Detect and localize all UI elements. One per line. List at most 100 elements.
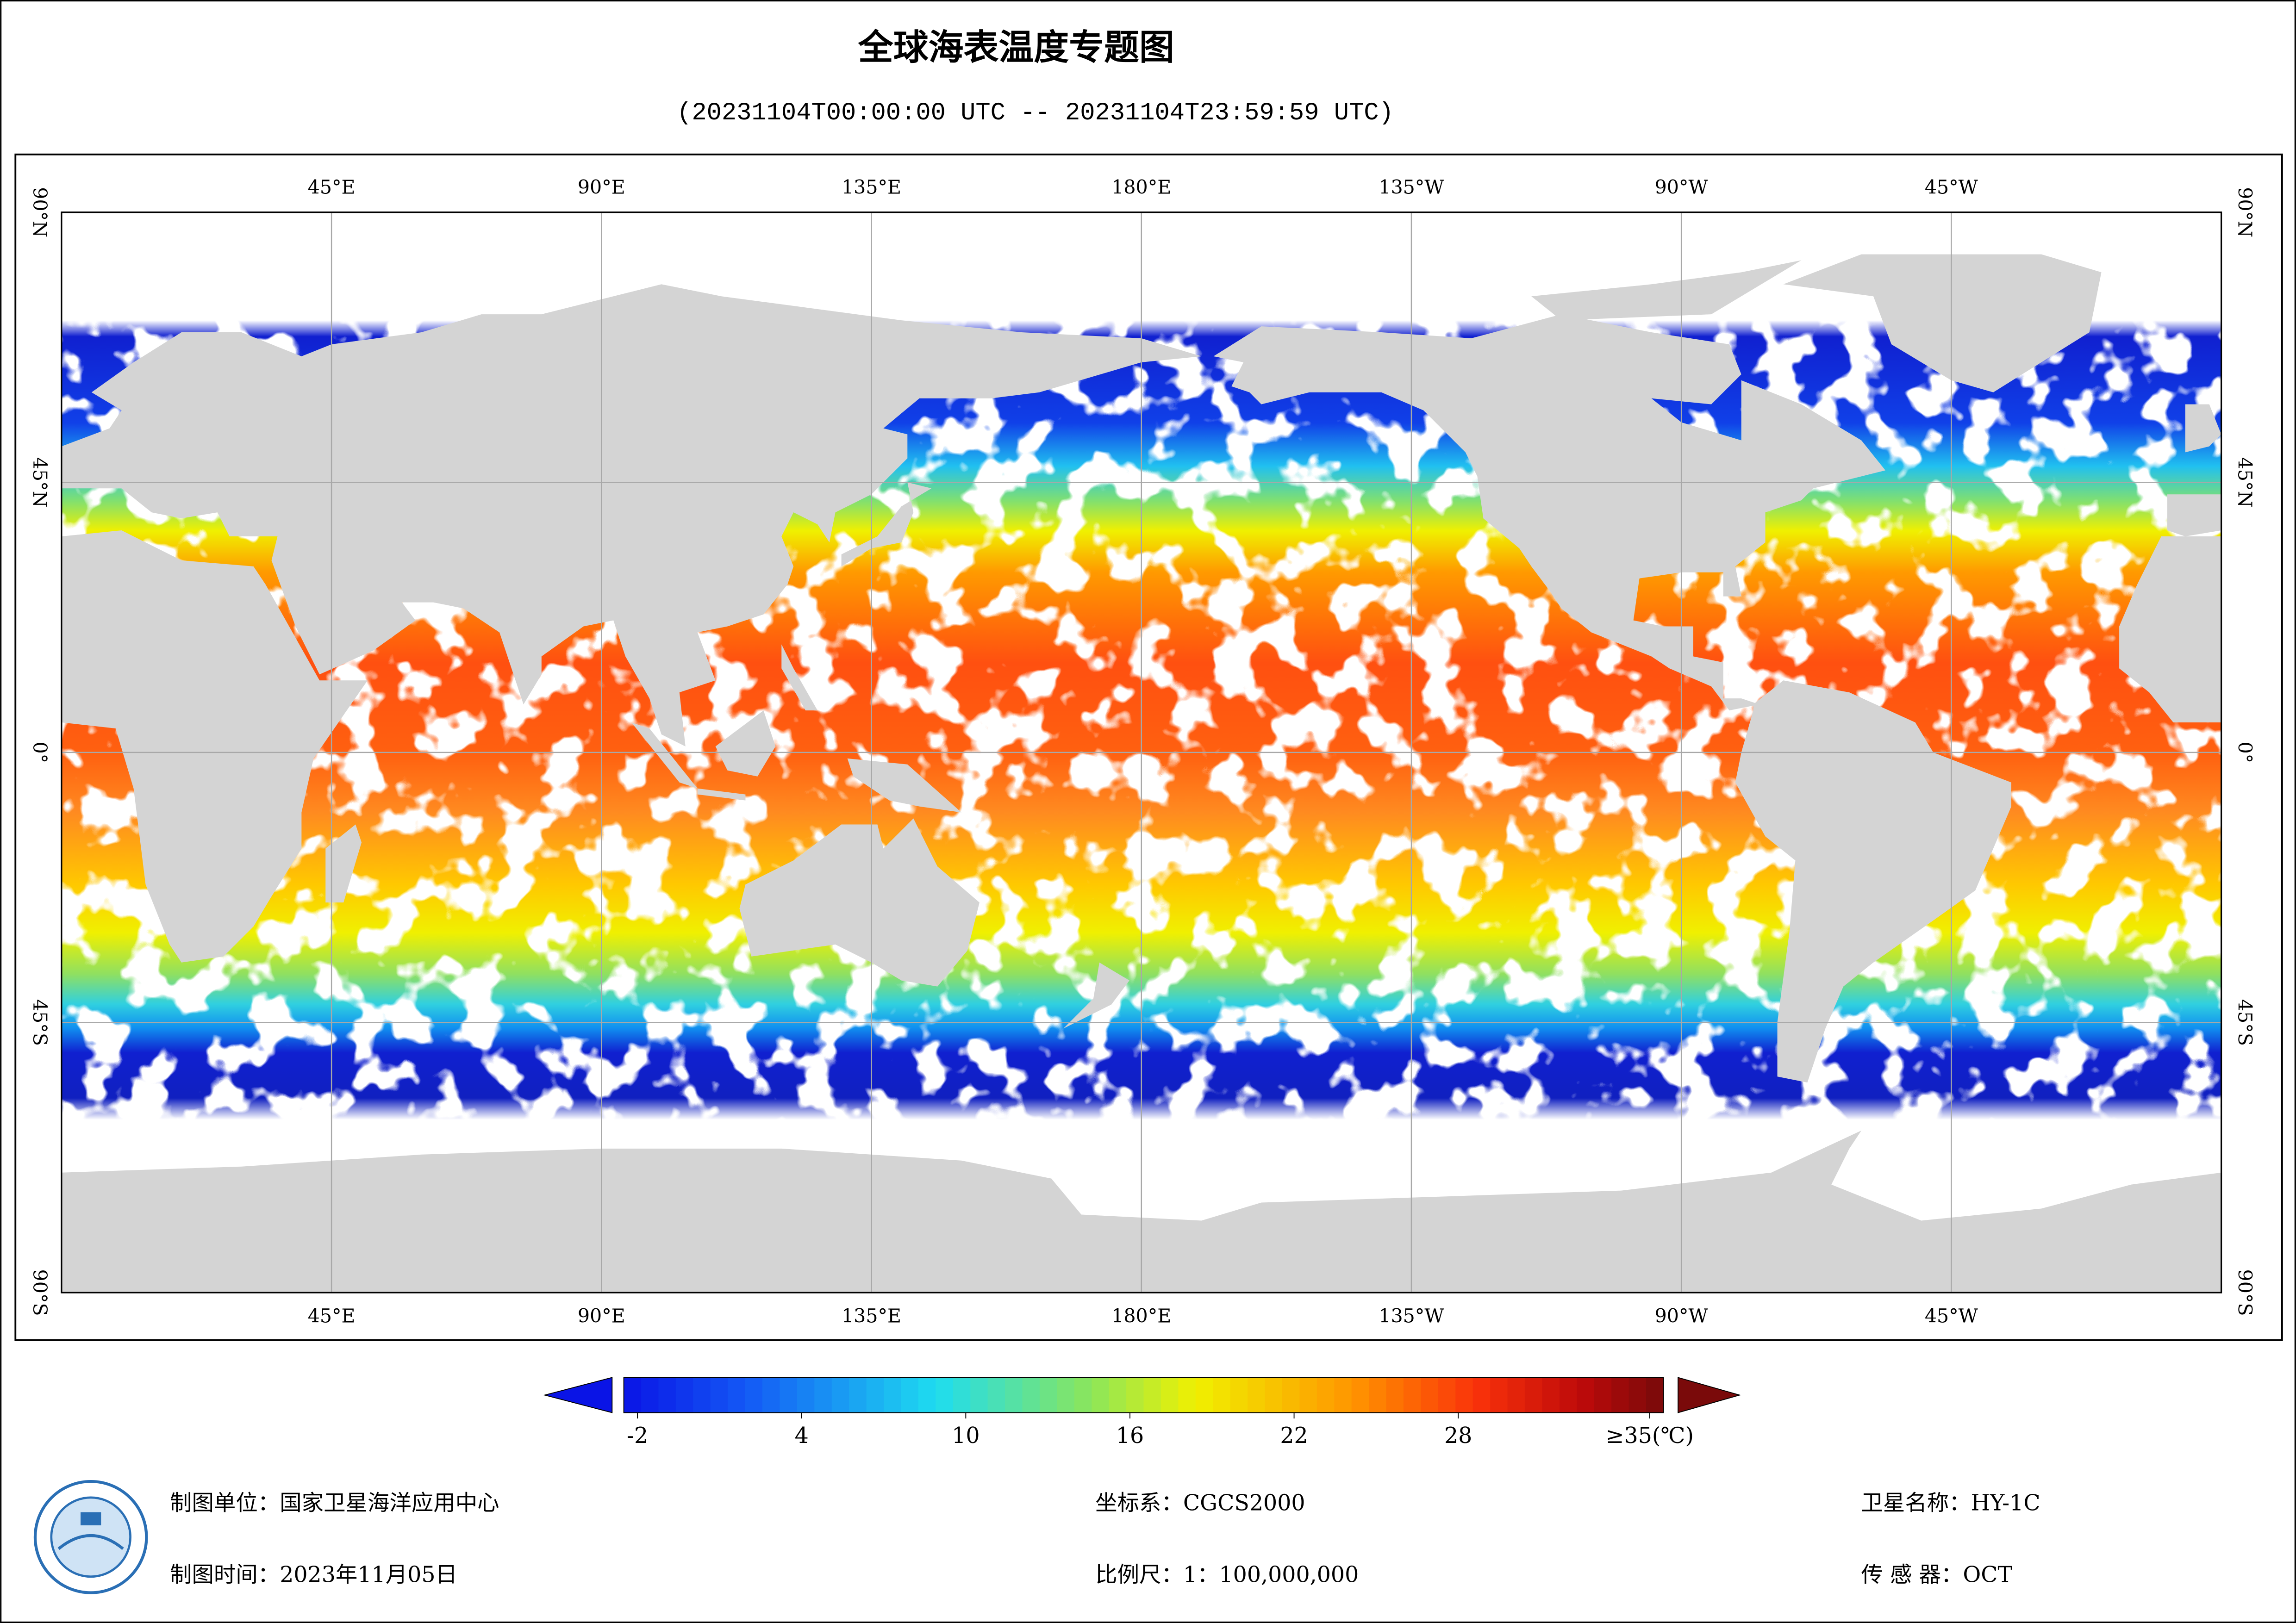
colorbar-high-arrow <box>1678 1377 1741 1413</box>
colorbar-step <box>1369 1377 1387 1413</box>
lat-label-right: 45°N <box>2234 457 2256 508</box>
colorbar-step <box>1351 1377 1370 1413</box>
colorbar-step <box>1265 1377 1283 1413</box>
colorbar-step <box>658 1377 677 1413</box>
lon-label-top: 180°E <box>1111 176 1171 199</box>
landmass <box>1783 254 2102 392</box>
lon-label-top: 45°W <box>1925 176 1978 199</box>
colorbar-step <box>1195 1377 1214 1413</box>
colorbar-step <box>1421 1377 1439 1413</box>
colorbar-tick-label: 10 <box>952 1423 980 1449</box>
landmass <box>631 722 698 789</box>
landmass <box>841 482 932 566</box>
colorbar-step <box>1230 1377 1248 1413</box>
landmass <box>1213 314 1885 711</box>
colorbar-tick-label: 22 <box>1280 1423 1308 1449</box>
footer-date: 制图时间：2023年11月05日 <box>170 1562 457 1588</box>
colorbar-step <box>1524 1377 1543 1413</box>
colorbar-step <box>831 1377 850 1413</box>
colorbar-step <box>1646 1377 1664 1413</box>
colorbar-step <box>1282 1377 1300 1413</box>
lat-label-right: 45°S <box>2234 999 2256 1046</box>
colorbar-step <box>1542 1377 1560 1413</box>
colorbar-step <box>1248 1377 1266 1413</box>
colorbar-frame <box>623 1377 1664 1413</box>
colorbar-step <box>987 1377 1006 1413</box>
colorbar-tick-label: -2 <box>627 1423 648 1449</box>
map-border <box>61 211 2222 1293</box>
landmass <box>697 788 746 801</box>
lat-label-left: 45°N <box>29 457 51 508</box>
colorbar-step <box>797 1377 815 1413</box>
colorbar-step <box>1213 1377 1231 1413</box>
colorbar-step <box>1005 1377 1023 1413</box>
lon-label-bottom: 45°E <box>308 1305 356 1327</box>
lat-label-right: 90°S <box>2234 1269 2256 1316</box>
colorbar-low-arrow <box>543 1377 613 1413</box>
lon-label-bottom: 135°W <box>1379 1305 1444 1327</box>
landmass <box>715 710 776 777</box>
colorbar-step <box>1577 1377 1595 1413</box>
colorbar-step <box>1299 1377 1318 1413</box>
lon-label-bottom: 180°E <box>1111 1305 1171 1327</box>
subtitle: (20231104T00:00:00 UTC -- 20231104T23:59… <box>677 99 1394 127</box>
logo-satellite <box>81 1512 101 1526</box>
colorbar-step <box>1039 1377 1058 1413</box>
logo <box>33 1480 148 1594</box>
colorbar-step <box>1178 1377 1197 1413</box>
lon-label-bottom: 135°E <box>842 1305 901 1327</box>
colorbar-step <box>918 1377 936 1413</box>
colorbar-step <box>693 1377 711 1413</box>
colorbar-step <box>1160 1377 1179 1413</box>
colorbar-step <box>866 1377 885 1413</box>
colorbar-step <box>936 1377 954 1413</box>
colorbar-tick-label: 16 <box>1116 1423 1144 1449</box>
colorbar-step <box>1109 1377 1127 1413</box>
title: 全球海表温度专题图 <box>858 27 1174 68</box>
colorbar: -2 4 10 16 22 28 ≥35(℃) <box>543 1377 1741 1449</box>
landmass <box>1735 680 2012 1083</box>
colorbar-step <box>624 1377 642 1413</box>
colorbar-step <box>884 1377 902 1413</box>
landmass <box>61 284 1202 746</box>
colorbar-step <box>1438 1377 1456 1413</box>
landmass <box>2185 404 2221 453</box>
footer-sensor: 传 感 器：OCT <box>1861 1562 2012 1588</box>
colorbar-step <box>1611 1377 1629 1413</box>
colorbar-tick-label: 28 <box>1444 1423 1472 1449</box>
colorbar-step <box>1092 1377 1110 1413</box>
colorbar-step <box>710 1377 729 1413</box>
footer-satellite: 卫星名称：HY-1C <box>1861 1491 2040 1516</box>
lon-label-top: 90°E <box>578 176 625 199</box>
lat-label-left: 90°N <box>29 187 51 237</box>
colorbar-step <box>1386 1377 1404 1413</box>
colorbar-step <box>1074 1377 1092 1413</box>
colorbar-step <box>901 1377 919 1413</box>
footer-scale: 比例尺：1：100,000,000 <box>1095 1562 1359 1588</box>
lon-label-top: 45°E <box>308 176 356 199</box>
colorbar-step <box>675 1377 694 1413</box>
colorbar-step <box>1403 1377 1422 1413</box>
lat-label-left: 0° <box>29 742 51 764</box>
lon-label-bottom: 90°W <box>1655 1305 1709 1327</box>
colorbar-step <box>1594 1377 1612 1413</box>
colorbar-step <box>1057 1377 1075 1413</box>
lon-label-bottom: 45°W <box>1925 1305 1978 1327</box>
landmass <box>781 644 818 711</box>
colorbar-step <box>762 1377 780 1413</box>
colorbar-step <box>1334 1377 1352 1413</box>
lon-label-top: 135°E <box>842 176 901 199</box>
lat-label-left: 45°S <box>29 999 51 1046</box>
colorbar-step <box>1143 1377 1162 1413</box>
colorbar-step <box>1628 1377 1647 1413</box>
colorbar-tick-label: 4 <box>795 1423 809 1449</box>
colorbar-tick-label: ≥35(℃) <box>1606 1423 1694 1449</box>
colorbar-step <box>814 1377 833 1413</box>
landmass <box>739 818 980 987</box>
footer-crs: 坐标系：CGCS2000 <box>1095 1491 1305 1516</box>
landmass <box>325 824 362 903</box>
landmass <box>61 530 368 963</box>
landmass <box>1531 260 1802 321</box>
colorbar-step <box>728 1377 746 1413</box>
